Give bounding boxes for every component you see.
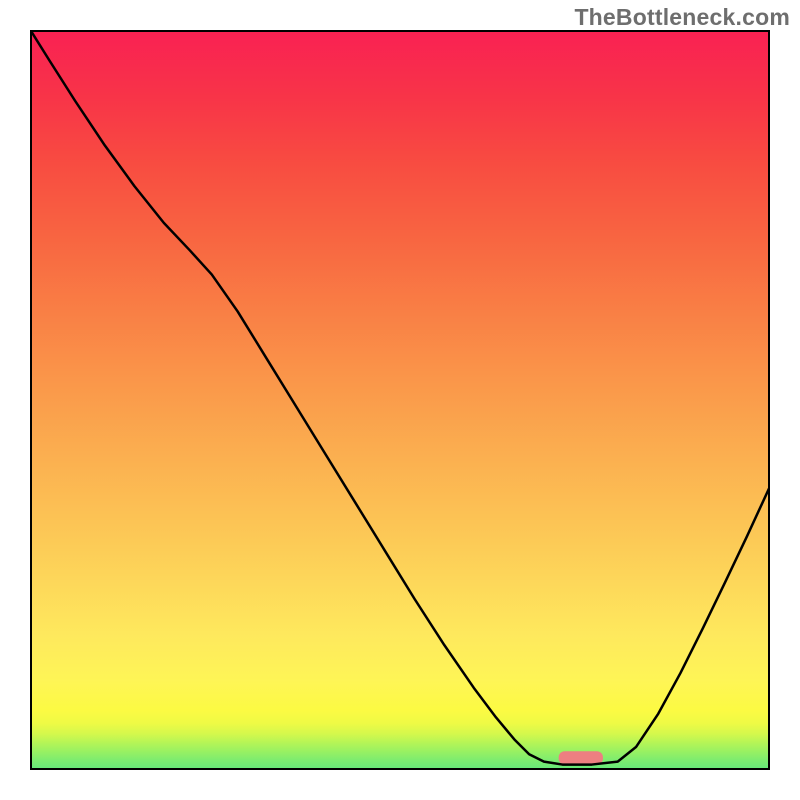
- bottleneck-chart: [0, 0, 800, 800]
- chart-container: TheBottleneck.com: [0, 0, 800, 800]
- optimal-marker: [559, 751, 603, 764]
- gradient-background: [31, 31, 769, 769]
